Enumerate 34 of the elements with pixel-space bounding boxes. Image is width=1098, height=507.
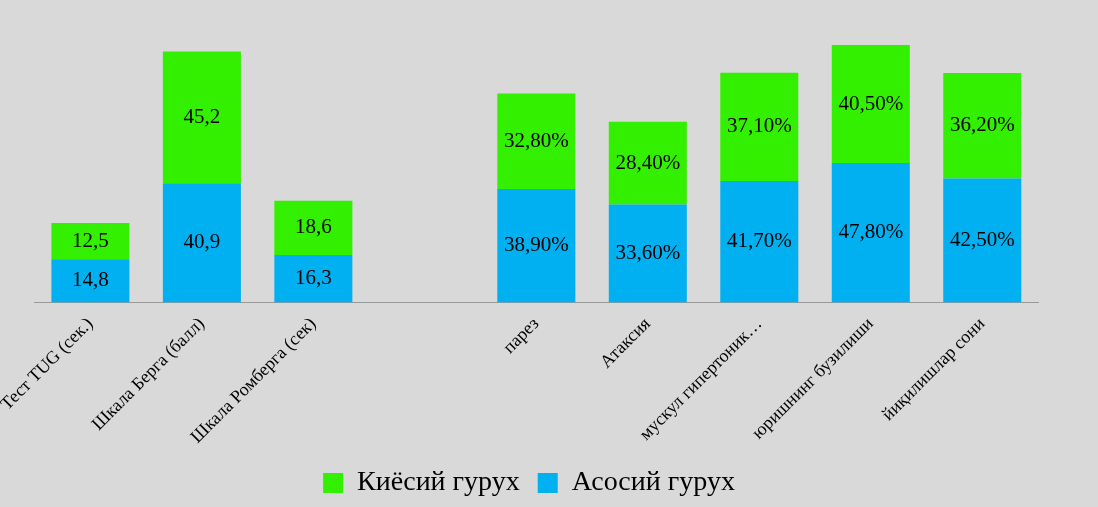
data-label: 45,2 [183,103,221,128]
data-label: 33,60% [615,240,681,265]
data-label: 28,40% [615,149,681,174]
data-label: 37,10% [726,113,792,138]
bar [720,72,799,181]
bar [274,254,353,303]
data-label: 38,90% [503,232,569,257]
legend-label: Асосий гурух [571,465,735,497]
bar [831,44,910,164]
bar [162,183,241,303]
data-label: 40,9 [183,229,221,254]
data-label: 42,50% [949,227,1015,252]
data-label: 16,3 [294,265,332,290]
bar [274,200,353,255]
bar [51,259,130,303]
data-label: 36,20% [949,112,1015,137]
data-label: 40,50% [838,90,904,115]
bar [497,93,576,190]
bar [162,51,241,184]
data-label: 47,80% [838,219,904,244]
bar [51,222,130,260]
bar [831,163,910,303]
data-label: 12,5 [72,227,109,252]
bar [943,178,1022,303]
bar [720,180,799,303]
bar [943,72,1022,179]
bar [497,189,576,303]
legend-label: Киёсий гурух [357,465,520,497]
bar [608,204,687,303]
data-label: 18,6 [294,214,332,239]
bar [608,121,687,205]
data-label: 32,80% [503,127,569,152]
data-label: 14,8 [72,267,109,292]
data-label: 41,70% [726,228,792,253]
